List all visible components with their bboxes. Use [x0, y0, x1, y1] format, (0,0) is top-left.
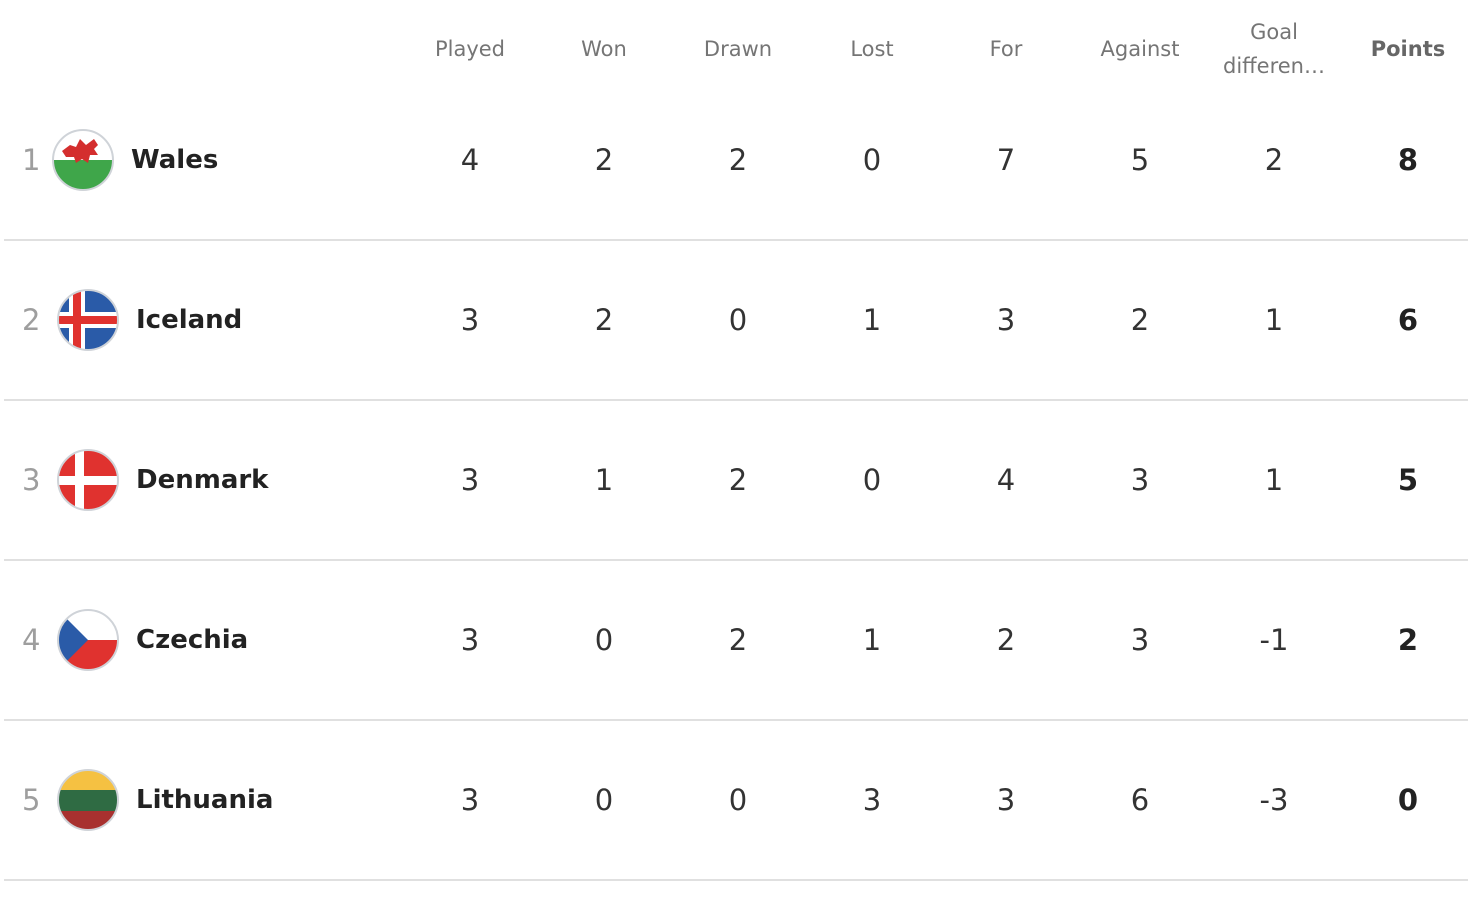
- lost-value: 1: [862, 303, 882, 337]
- goal-difference-value: -3: [1259, 783, 1289, 817]
- table-row[interactable]: 4 Czechia 3 0 2 1 2 3 -1 2: [4, 561, 1468, 721]
- lost-value: 1: [862, 623, 882, 657]
- rank: 4: [22, 623, 41, 657]
- for-value: 7: [996, 143, 1016, 177]
- goal-difference-value: -1: [1259, 623, 1289, 657]
- goal-difference-value: 1: [1264, 303, 1284, 337]
- team-name[interactable]: Wales: [131, 145, 219, 175]
- won-value: 2: [594, 143, 614, 177]
- rank: 5: [22, 783, 41, 817]
- lost-value: 0: [862, 463, 882, 497]
- header-drawn[interactable]: Drawn: [703, 37, 773, 61]
- table-row[interactable]: 1 Wales 4 2 2 0 7 5 2 8: [4, 81, 1468, 241]
- lost-value: 3: [862, 783, 882, 817]
- against-value: 3: [1130, 623, 1150, 657]
- denmark-flag-icon: [57, 449, 119, 511]
- team-name[interactable]: Iceland: [136, 305, 243, 335]
- drawn-value: 2: [728, 463, 748, 497]
- for-value: 4: [996, 463, 1016, 497]
- header-played[interactable]: Played: [434, 37, 506, 61]
- for-value: 2: [996, 623, 1016, 657]
- played-value: 4: [460, 143, 480, 177]
- lost-value: 0: [862, 143, 882, 177]
- points-value: 8: [1397, 143, 1419, 177]
- header-goal-difference[interactable]: Goal differen…: [1223, 20, 1325, 78]
- points-value: 0: [1397, 783, 1419, 817]
- won-value: 2: [594, 303, 614, 337]
- points-value: 6: [1397, 303, 1419, 337]
- iceland-flag-icon: [57, 289, 119, 351]
- played-value: 3: [460, 303, 480, 337]
- points-value: 5: [1397, 463, 1419, 497]
- team-name[interactable]: Lithuania: [136, 785, 274, 815]
- rank: 1: [22, 143, 41, 177]
- against-value: 3: [1130, 463, 1150, 497]
- played-value: 3: [460, 783, 480, 817]
- goal-difference-value: 2: [1264, 143, 1284, 177]
- header-points[interactable]: Points: [1370, 37, 1446, 61]
- against-value: 5: [1130, 143, 1150, 177]
- drawn-value: 2: [728, 623, 748, 657]
- drawn-value: 0: [728, 783, 748, 817]
- team-name[interactable]: Denmark: [136, 465, 269, 495]
- won-value: 0: [594, 783, 614, 817]
- table-row[interactable]: 3 Denmark 3 1 2 0 4 3 1 5: [4, 401, 1468, 561]
- drawn-value: 2: [728, 143, 748, 177]
- points-value: 2: [1397, 623, 1419, 657]
- against-value: 6: [1130, 783, 1150, 817]
- header-for[interactable]: For: [989, 37, 1023, 61]
- header-won[interactable]: Won: [581, 37, 627, 61]
- table-header: Played Won Drawn Lost For Against Goal d…: [0, 0, 1468, 100]
- for-value: 3: [996, 303, 1016, 337]
- for-value: 3: [996, 783, 1016, 817]
- header-against[interactable]: Against: [1100, 37, 1180, 61]
- table-row[interactable]: 5 Lithuania 3 0 0 3 3 6 -3 0: [4, 721, 1468, 881]
- against-value: 2: [1130, 303, 1150, 337]
- drawn-value: 0: [728, 303, 748, 337]
- won-value: 1: [594, 463, 614, 497]
- header-lost[interactable]: Lost: [850, 37, 894, 61]
- czechia-flag-icon: [57, 609, 119, 671]
- played-value: 3: [460, 623, 480, 657]
- table-row[interactable]: 2 Iceland 3 2 0 1 3 2 1 6: [4, 241, 1468, 401]
- wales-flag-icon: [52, 129, 114, 191]
- played-value: 3: [460, 463, 480, 497]
- team-name[interactable]: Czechia: [136, 625, 249, 655]
- rank: 3: [22, 463, 41, 497]
- won-value: 0: [594, 623, 614, 657]
- goal-difference-value: 1: [1264, 463, 1284, 497]
- rank: 2: [22, 303, 41, 337]
- lithuania-flag-icon: [57, 769, 119, 831]
